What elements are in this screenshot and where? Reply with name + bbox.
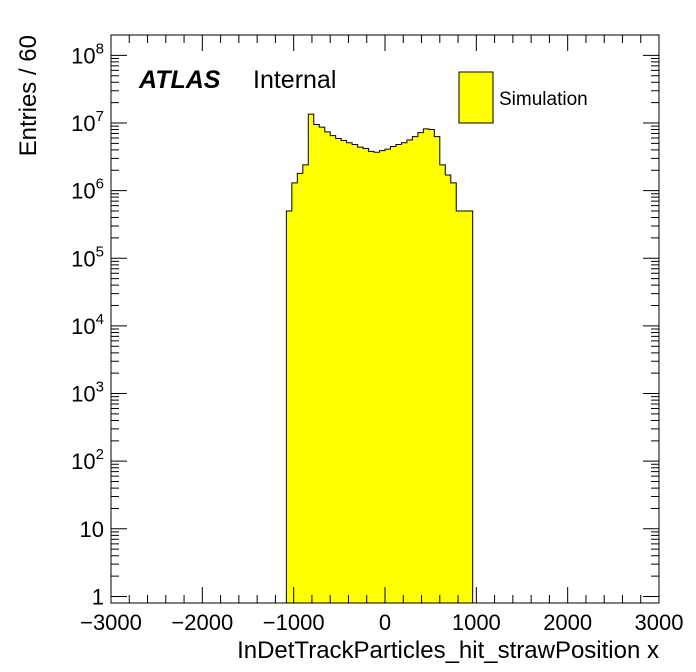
histogram-bin bbox=[428, 129, 435, 604]
legend-swatch bbox=[458, 71, 494, 124]
histogram-bin bbox=[335, 138, 342, 603]
plot-frame bbox=[110, 34, 660, 604]
histogram-bin bbox=[346, 142, 353, 603]
histogram-layer bbox=[285, 113, 474, 604]
histogram-bin bbox=[385, 149, 391, 603]
x-tick-label: −2000 bbox=[171, 610, 233, 635]
histogram-bin bbox=[302, 164, 309, 603]
histogram-bin bbox=[308, 114, 315, 603]
histogram-bin bbox=[324, 131, 331, 604]
histogram-bin bbox=[450, 182, 457, 603]
histogram-bin bbox=[363, 148, 369, 603]
x-tick-label: 0 bbox=[379, 610, 391, 635]
x-tick-label: 3000 bbox=[635, 610, 684, 635]
histogram-bin bbox=[352, 144, 358, 604]
x-tick-label: 1000 bbox=[452, 610, 501, 635]
x-tick-label: −1000 bbox=[263, 610, 325, 635]
histogram-bin bbox=[390, 146, 397, 604]
histogram-bin bbox=[434, 136, 441, 603]
histogram-bin bbox=[412, 136, 419, 603]
x-tick-label: 2000 bbox=[543, 610, 592, 635]
histogram-bin bbox=[423, 128, 430, 603]
internal-label: Internal bbox=[253, 66, 336, 94]
histogram-bin bbox=[374, 152, 380, 604]
histogram-bin bbox=[330, 135, 337, 603]
histogram-bin bbox=[286, 210, 293, 603]
histogram-bin bbox=[319, 127, 326, 603]
histogram-outline bbox=[285, 113, 474, 603]
histogram-bin bbox=[456, 210, 463, 603]
histogram-bin bbox=[445, 175, 452, 604]
histogram-bin bbox=[395, 144, 402, 604]
histogram-bin bbox=[417, 132, 424, 604]
histogram-bin bbox=[439, 164, 446, 603]
histogram-bin bbox=[341, 140, 348, 604]
y-tick-label: 1 bbox=[92, 584, 104, 609]
y-tick-label: 10 bbox=[80, 517, 104, 542]
histogram-bin bbox=[467, 210, 474, 603]
y-axis-label: Entries / 60 bbox=[15, 35, 42, 156]
histogram-bin bbox=[291, 182, 298, 603]
histogram-bin bbox=[297, 173, 304, 604]
atlas-label: ATLAS bbox=[138, 66, 221, 94]
histogram-bin bbox=[406, 140, 413, 603]
x-axis-label: InDetTrackParticles_hit_strawPosition x bbox=[237, 637, 659, 664]
histogram-bin bbox=[401, 142, 408, 603]
histogram-bin bbox=[368, 151, 375, 603]
x-tick-label: −3000 bbox=[80, 610, 142, 635]
x-tick-labels: −3000 −2000 −1000 0 1000 2000 3000 bbox=[80, 610, 683, 635]
histogram-bin bbox=[379, 150, 386, 603]
legend-entry-label: Simulation bbox=[499, 89, 588, 110]
histogram-bin bbox=[357, 147, 364, 603]
histogram-bin bbox=[461, 210, 468, 603]
histogram-bin bbox=[313, 124, 320, 603]
